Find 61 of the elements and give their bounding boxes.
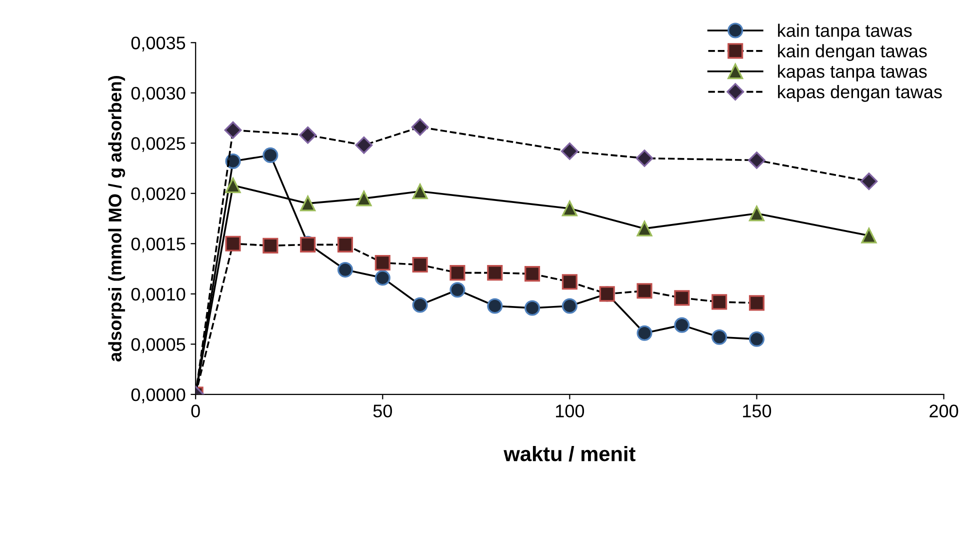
legend-label: kain tanpa tawas xyxy=(778,24,912,41)
point xyxy=(262,238,278,254)
y-tick-label: 0,0015 xyxy=(131,238,186,253)
point xyxy=(562,298,578,314)
point xyxy=(262,147,278,163)
point xyxy=(487,298,503,314)
point xyxy=(411,118,429,136)
point xyxy=(337,262,354,278)
point xyxy=(355,136,373,154)
point xyxy=(374,270,390,286)
point xyxy=(562,200,578,216)
x-axis-title: waktu / menit xyxy=(504,446,636,462)
point xyxy=(524,266,540,282)
point xyxy=(562,274,578,290)
y-tick-label: 0,0000 xyxy=(131,388,186,404)
point xyxy=(356,190,372,206)
y-tick-label: 0,0010 xyxy=(131,288,186,303)
x-tick-label: 0 xyxy=(191,404,200,418)
point xyxy=(337,236,354,252)
point xyxy=(748,295,765,311)
y-tick-label: 0,0020 xyxy=(131,187,186,202)
point xyxy=(225,153,241,170)
x-tick-label: 150 xyxy=(743,404,772,418)
y-tick-label: 0,0025 xyxy=(131,137,186,152)
y-axis-title: adsorpsi (mmol MO / g adsorben) xyxy=(108,76,126,362)
point xyxy=(487,265,503,281)
y-tick-label: 0,0005 xyxy=(131,338,186,354)
y-tick-label: 0,0030 xyxy=(131,86,186,102)
point xyxy=(450,265,466,281)
point xyxy=(748,331,765,347)
point xyxy=(225,178,241,194)
point xyxy=(861,228,877,244)
point xyxy=(560,142,578,160)
point xyxy=(674,290,690,306)
point xyxy=(224,121,242,139)
point xyxy=(748,152,766,169)
legend-label: kain dengan tawas xyxy=(778,44,927,61)
point xyxy=(712,329,728,345)
point xyxy=(636,325,652,341)
y-tick-label: 0,0035 xyxy=(131,36,186,52)
point xyxy=(450,282,466,298)
point xyxy=(636,150,654,167)
point xyxy=(636,220,652,236)
x-tick-label: 50 xyxy=(373,404,392,418)
point xyxy=(225,236,241,252)
legend-label: kapas tanpa tawas xyxy=(778,64,927,82)
x-tick-label: 100 xyxy=(556,404,584,418)
point xyxy=(299,126,317,144)
point xyxy=(412,184,428,200)
point xyxy=(712,294,728,310)
point xyxy=(674,317,690,333)
point xyxy=(300,196,316,212)
point xyxy=(374,254,390,271)
point xyxy=(524,300,540,316)
point xyxy=(412,256,428,273)
point xyxy=(636,283,652,299)
point xyxy=(748,206,765,222)
point xyxy=(860,172,878,190)
point xyxy=(412,297,428,313)
x-tick-label: 200 xyxy=(930,404,958,418)
legend-label: kapas dengan tawas xyxy=(778,85,942,102)
